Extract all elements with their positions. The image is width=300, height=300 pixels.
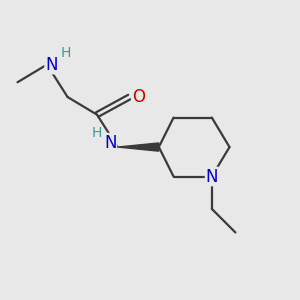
Text: N: N	[104, 134, 116, 152]
Text: O: O	[132, 88, 145, 106]
Text: N: N	[206, 167, 218, 185]
Text: H: H	[61, 46, 71, 60]
Polygon shape	[118, 143, 159, 151]
Text: H: H	[91, 126, 102, 140]
Text: N: N	[45, 56, 58, 74]
